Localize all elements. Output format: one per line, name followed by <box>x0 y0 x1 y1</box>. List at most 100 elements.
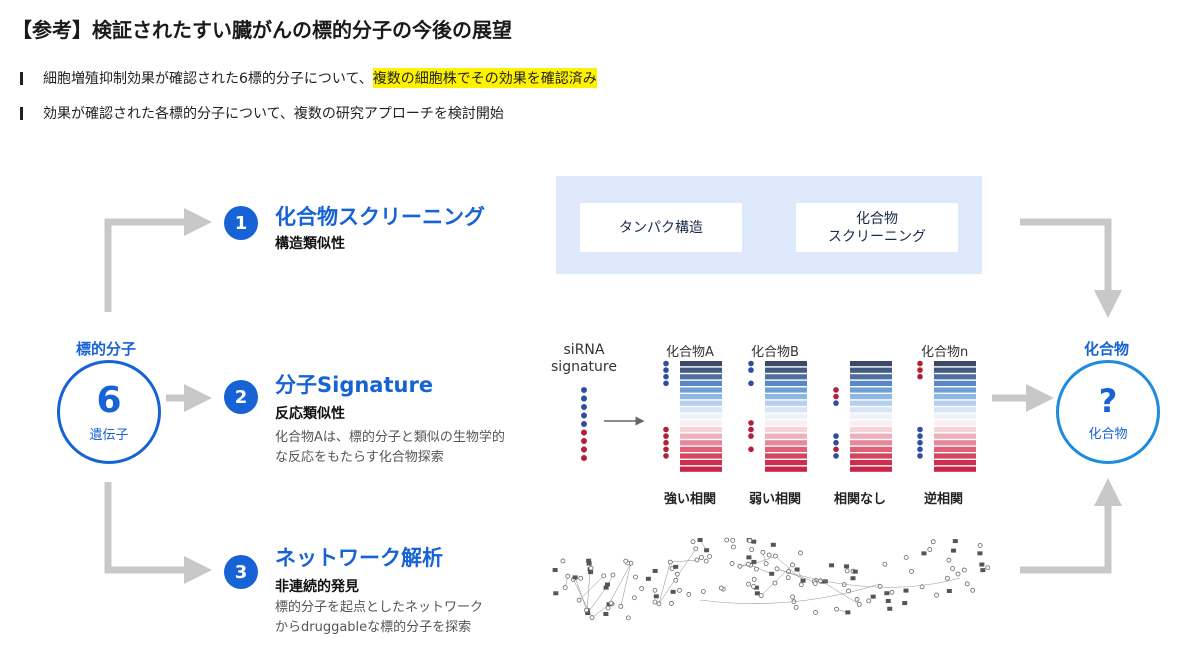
signature-dot <box>833 387 839 393</box>
protein-structure-box: タンパク構造 <box>580 203 742 252</box>
signature-dot <box>748 360 754 367</box>
heatmap-band <box>934 427 976 433</box>
network-node <box>813 610 818 615</box>
network-node <box>586 558 592 563</box>
network-node <box>745 561 751 567</box>
network-node <box>608 600 614 606</box>
network-node <box>645 576 651 581</box>
network-edge <box>574 577 588 614</box>
network-node <box>770 542 776 547</box>
network-node <box>562 585 568 590</box>
network-node <box>793 605 799 610</box>
approach-2-desc: 化合物Aは、標的分子と類似の生物学的 な反応をもたらす化合物探索 <box>275 428 505 468</box>
network-node <box>903 554 909 560</box>
approach-3-subtitle: 非連続的発見 <box>275 579 359 595</box>
network-node <box>854 596 860 602</box>
network-node <box>955 571 961 577</box>
heatmap-band <box>850 446 892 452</box>
signature-dot <box>748 426 754 433</box>
network-node <box>707 554 712 559</box>
signature-dot <box>663 453 669 459</box>
heatmap-band <box>680 427 722 433</box>
network-node <box>576 597 582 603</box>
approach-2-subtitle: 反応類似性 <box>275 406 345 422</box>
approach-2-desc-line-1: 化合物Aは、標的分子と類似の生物学的 <box>275 430 505 445</box>
network-edge <box>821 581 860 605</box>
network-node <box>673 564 679 569</box>
network-node <box>751 584 756 589</box>
target-label: 化合物 <box>1084 340 1130 358</box>
corr-weak-label: 弱い相関 <box>749 492 802 507</box>
network-node <box>852 569 858 574</box>
network-node <box>977 543 983 548</box>
network-node <box>667 559 673 565</box>
heatmap-band <box>850 427 892 433</box>
network-node <box>697 538 703 542</box>
signature-dot <box>748 380 754 387</box>
compound-screening-line-1: 化合物 <box>856 210 898 227</box>
network-node <box>818 578 823 584</box>
heatmap-band <box>850 420 892 426</box>
network-node <box>604 582 610 587</box>
heatmap-band <box>680 460 722 466</box>
heatmap-band <box>850 407 892 413</box>
signature-dot <box>748 367 754 373</box>
network-node <box>718 585 724 591</box>
network-node <box>751 559 757 564</box>
compound-b-label: 化合物B <box>751 345 799 360</box>
heatmap-band <box>765 433 807 439</box>
arrow-to-approach-3 <box>104 482 212 584</box>
heatmap-band <box>934 407 976 413</box>
sirna-dot <box>581 421 587 427</box>
network-node <box>850 576 856 581</box>
heatmap-band <box>680 440 722 446</box>
heatmap-band <box>850 374 892 380</box>
network-node <box>758 593 764 599</box>
network-node <box>578 575 584 581</box>
network-node <box>601 573 607 579</box>
network-node <box>751 539 757 544</box>
network-node <box>785 575 791 581</box>
network-node <box>772 580 778 586</box>
network-node <box>730 544 736 550</box>
heatmap-band <box>680 453 722 459</box>
approach-2-title: 分子Signature <box>275 373 434 397</box>
network-node <box>763 561 769 567</box>
heatmap-band <box>934 420 976 426</box>
heatmap-band <box>934 374 976 380</box>
network-node <box>631 595 637 601</box>
signature-dot <box>663 380 669 387</box>
network-node <box>652 599 658 605</box>
network-node <box>560 558 566 564</box>
network-edge <box>658 562 671 604</box>
sirna-dot <box>581 404 587 410</box>
network-node <box>877 584 883 589</box>
heatmap-band <box>934 460 976 466</box>
heatmap-band <box>850 413 892 419</box>
network-node <box>790 562 795 568</box>
protein-structure-label: タンパク構造 <box>619 219 703 236</box>
network-node <box>737 563 743 569</box>
network-node <box>970 587 976 593</box>
network-node <box>588 570 594 575</box>
network-node <box>927 547 933 552</box>
signature-heatmaps <box>581 360 976 472</box>
approach-1-number: 1 <box>224 206 258 240</box>
network-edge <box>586 569 591 611</box>
network-node <box>921 551 927 556</box>
heatmap-band <box>765 446 807 452</box>
signature-dot <box>833 433 839 439</box>
network-node <box>749 547 755 552</box>
heatmap-band <box>765 440 807 446</box>
source-circle: 6 遺伝子 <box>57 360 161 464</box>
signature-dot <box>833 446 839 453</box>
network-node <box>724 537 730 543</box>
network-node <box>812 581 818 587</box>
network-node <box>884 591 890 596</box>
compound-n-label: 化合物n <box>921 345 969 360</box>
signature-dot <box>748 433 754 439</box>
source-unit: 遺伝子 <box>89 427 129 443</box>
heatmap-band <box>934 361 976 367</box>
signature-dot <box>663 433 669 439</box>
